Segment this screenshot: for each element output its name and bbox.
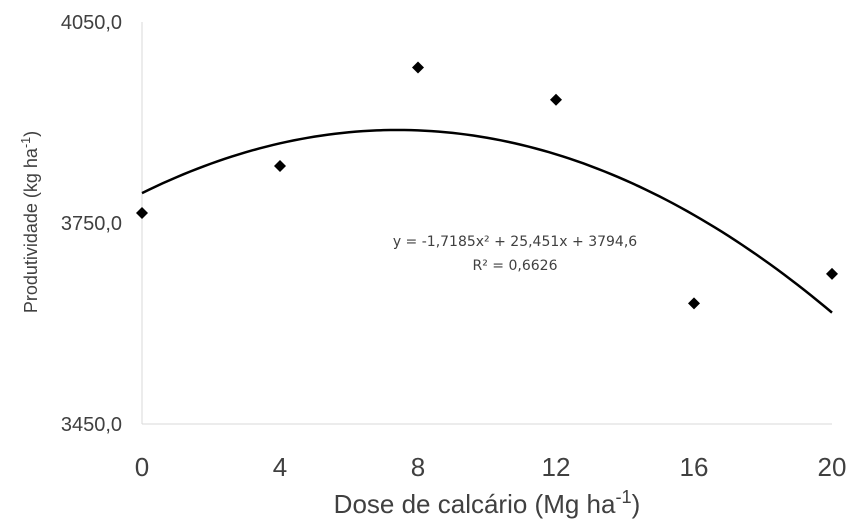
y-tick-labels: 4050,0 3750,0 3450,0	[61, 12, 122, 436]
data-point	[688, 297, 700, 310]
y-tick-label: 3450,0	[61, 414, 122, 436]
x-tick-label: 16	[680, 452, 709, 482]
trendline-equation: y = -1,7185x² + 25,451x + 3794,6	[393, 234, 637, 250]
x-tick-label: 12	[542, 452, 571, 482]
trendline-curve	[141, 128, 833, 314]
data-point	[826, 267, 838, 280]
data-point	[274, 160, 286, 173]
x-tick-label: 4	[273, 452, 287, 482]
trendline-r2: R² = 0,6626	[473, 258, 558, 274]
x-tick-label: 0	[135, 452, 149, 482]
y-tick-label: 4050,0	[61, 12, 122, 34]
x-axis-title: Dose de calcário (Mg ha-1)	[334, 487, 641, 519]
x-tick-label: 20	[818, 452, 847, 482]
data-points	[136, 61, 838, 310]
x-tick-labels: 0 4 8 12 16 20	[135, 452, 847, 482]
y-axis-title: Produtividade (kg ha-1)	[19, 131, 41, 313]
data-point	[136, 206, 148, 219]
y-tick-label: 3750,0	[61, 213, 122, 235]
data-point	[412, 61, 424, 74]
x-tick-label: 8	[411, 452, 425, 482]
data-point	[550, 93, 562, 106]
